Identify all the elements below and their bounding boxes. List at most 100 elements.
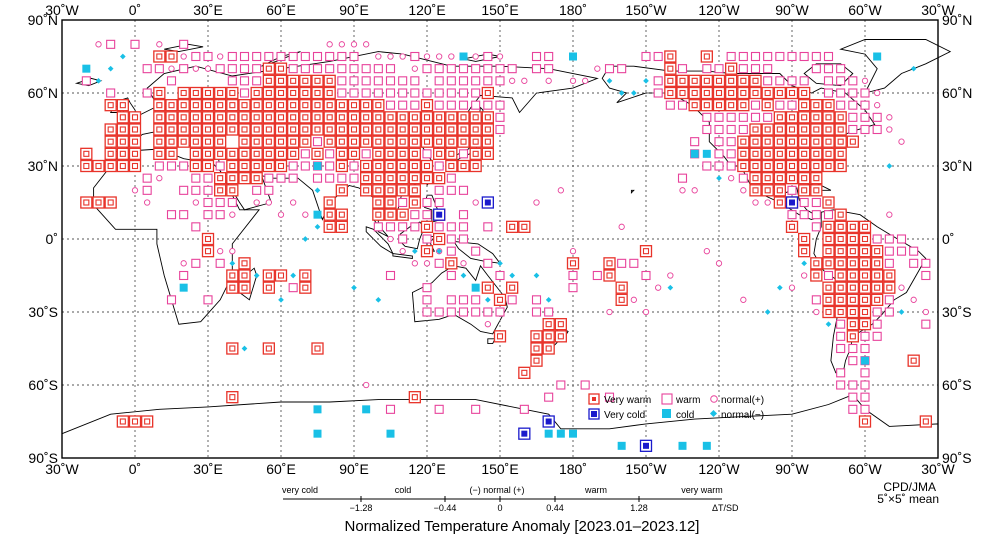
lon-label-top: 60˚W (848, 2, 882, 18)
cell-normal-minus (509, 272, 515, 279)
cell-very-warm (274, 86, 288, 100)
cell-warm (203, 197, 213, 208)
cell-very-warm (274, 159, 288, 173)
cell-cold (313, 210, 322, 219)
cell-very-warm (725, 99, 738, 112)
cell-warm (884, 295, 894, 305)
cell-warm (726, 137, 736, 147)
cell-very-warm-inner (411, 162, 418, 170)
cell-very-warm-inner (265, 114, 272, 121)
cell-warm (677, 64, 688, 74)
cell-very-warm-inner (472, 126, 479, 133)
cell-very-warm (347, 99, 361, 112)
cell-warm (203, 185, 213, 195)
cell-very-warm-inner (788, 126, 796, 133)
cell-very-warm (372, 99, 385, 112)
cell-warm (385, 222, 396, 232)
cell-very-warm-inner (131, 418, 139, 425)
cell-very-warm-inner (521, 223, 528, 230)
cell-very-warm-inner (813, 187, 820, 194)
cell-very-warm-inner (119, 102, 126, 109)
cell-warm (361, 64, 371, 74)
cell-warm (252, 76, 262, 86)
cell-very-warm-inner (874, 272, 881, 279)
cell-very-warm-inner (326, 89, 333, 97)
cell-warm (799, 197, 809, 208)
cell-very-warm-inner (119, 418, 126, 425)
cell-warm (921, 319, 931, 329)
lon-label-top: 90˚E (339, 2, 369, 18)
cell-very-warm-inner (83, 162, 90, 170)
cell-normal-plus (290, 199, 297, 206)
cell-very-warm-inner (180, 126, 187, 133)
cell-very-warm (834, 293, 847, 306)
cell-very-warm-inner (618, 296, 625, 303)
cell-very-warm-inner (886, 284, 893, 291)
cell-very-warm-inner (740, 138, 747, 145)
cell-very-warm-inner (204, 235, 212, 243)
cell-normal-plus (180, 53, 187, 60)
cell-very-warm-inner (241, 114, 248, 121)
cell-very-warm (128, 111, 142, 124)
lat-label-left: 30˚S (28, 304, 58, 320)
cell-warm (811, 210, 821, 220)
cell-very-warm-inner (837, 211, 844, 218)
cell-warm (422, 210, 432, 220)
cell-very-warm (810, 135, 823, 148)
cell-very-warm (177, 86, 190, 100)
cell-very-warm-inner (83, 150, 90, 157)
cell-warm (483, 76, 493, 86)
cell-normal-plus (557, 187, 564, 194)
cell-warm (203, 295, 213, 305)
lon-label-top: 30˚E (193, 2, 223, 18)
cell-very-warm (238, 159, 251, 173)
cell-very-warm (822, 135, 835, 148)
cell-very-warm-inner (837, 235, 844, 243)
cell-very-warm-inner (569, 260, 577, 267)
cell-very-warm (262, 281, 275, 294)
cell-very-warm (858, 220, 872, 233)
cell-very-warm-inner (813, 138, 820, 145)
cell-very-warm-inner (338, 223, 345, 230)
cell-very-warm (335, 184, 348, 197)
cell-very-warm-inner (910, 357, 917, 364)
cell-very-warm-inner (265, 162, 272, 170)
cell-very-warm (153, 147, 166, 160)
credit-resolution: 5˚×5˚ mean (877, 492, 939, 506)
cell-normal-minus (107, 65, 114, 72)
land-java (392, 253, 413, 260)
cell-very-warm (360, 99, 373, 112)
cell-very-warm-inner (764, 187, 771, 194)
cell-very-warm (238, 99, 251, 112)
legend-label-very-warm: Very warm (604, 395, 651, 406)
cell-very-warm-inner (290, 138, 297, 145)
cell-warm (775, 76, 785, 86)
cell-warm (385, 100, 396, 110)
cell-very-warm (116, 99, 129, 112)
cell-very-warm-inner (131, 162, 139, 170)
cell-very-warm (104, 147, 117, 160)
cell-warm (848, 404, 858, 414)
cell-very-warm-inner (460, 162, 467, 170)
cell-very-warm-inner (533, 333, 540, 340)
cell-very-warm-inner (387, 211, 394, 218)
cell-very-warm (481, 86, 494, 100)
cell-very-warm-inner (533, 357, 540, 364)
cell-warm (775, 51, 785, 62)
cell-very-warm-inner (290, 77, 297, 84)
cell-normal-plus (375, 53, 382, 60)
cell-very-warm (80, 159, 93, 173)
cell-very-warm-inner (326, 223, 333, 230)
cell-very-warm-inner (363, 187, 370, 194)
cell-warm (811, 51, 821, 62)
cell-very-warm-inner (849, 272, 856, 279)
cell-very-warm (372, 196, 385, 209)
cell-very-warm (238, 281, 251, 294)
cell-very-warm (834, 147, 847, 160)
cell-very-warm (165, 111, 178, 124)
cell-very-warm-inner (180, 102, 187, 109)
cell-very-warm (262, 159, 275, 173)
cell-very-warm (299, 74, 312, 87)
cell-normal-minus (898, 309, 905, 315)
cell-very-warm (810, 257, 823, 270)
